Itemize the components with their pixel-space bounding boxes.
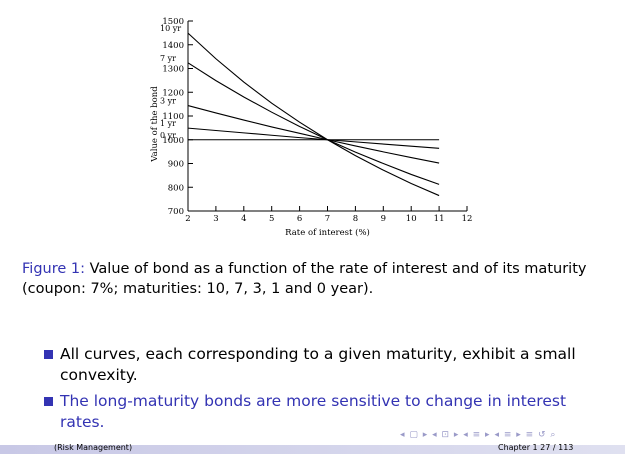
bullet-text: All curves, each corresponding to a give… bbox=[60, 345, 576, 384]
series-label: 10 yr bbox=[160, 24, 181, 33]
y-tick-label: 1000 bbox=[162, 136, 184, 146]
x-tick-label: 4 bbox=[241, 214, 246, 224]
x-axis-label: Rate of interest (%) bbox=[285, 227, 370, 238]
y-tick-label: 800 bbox=[168, 183, 184, 193]
x-tick-label: 10 bbox=[406, 214, 417, 224]
x-tick-label: 7 bbox=[325, 214, 330, 224]
y-tick-label: 1100 bbox=[162, 112, 184, 122]
x-tick-label: 5 bbox=[269, 214, 274, 224]
series-label: 3 yr bbox=[160, 97, 176, 106]
bond-value-chart: 700 800 900 1000 1100 1200 1300 1400 1500 2 3 4 5 6 7 8… bbox=[150, 17, 473, 238]
x-tick-label: 11 bbox=[434, 214, 445, 224]
y-tick-label: 1400 bbox=[162, 41, 184, 51]
series-line bbox=[187, 105, 440, 164]
series-line bbox=[187, 32, 440, 197]
footer-bar: (Risk Management) Chapter 1 27 / 113 bbox=[0, 443, 625, 454]
series-line bbox=[187, 127, 440, 149]
x-tick-label: 6 bbox=[297, 214, 302, 224]
y-axis-label: Value of the bond bbox=[150, 86, 160, 163]
y-tick-label: 1300 bbox=[162, 65, 184, 75]
footer-title: (Risk Management) bbox=[54, 443, 133, 452]
series-label: 0 yr bbox=[160, 131, 176, 140]
series-label: 7 yr bbox=[160, 54, 176, 63]
x-tick-label: 12 bbox=[462, 214, 473, 224]
figure-caption-text: Value of bond as a function of the rate … bbox=[22, 261, 587, 297]
x-tick-label: 3 bbox=[213, 214, 218, 224]
bullet-item: All curves, each corresponding to a give… bbox=[44, 344, 584, 386]
y-tick-label: 1200 bbox=[162, 88, 184, 98]
y-tick-label: 1500 bbox=[162, 17, 184, 27]
bullet-item: The long-maturity bonds are more sensiti… bbox=[44, 391, 584, 433]
x-tick-label: 8 bbox=[353, 214, 358, 224]
y-tick-label: 900 bbox=[168, 160, 184, 170]
y-tick-label: 700 bbox=[168, 207, 184, 217]
figure-caption: Figure 1: Value of bond as a function of… bbox=[22, 259, 612, 299]
figure-label: Figure 1: bbox=[22, 261, 85, 277]
bullet-list: All curves, each corresponding to a give… bbox=[44, 344, 584, 438]
series-line bbox=[187, 62, 440, 185]
series-label: 1 yr bbox=[160, 119, 176, 128]
bullet-square-icon bbox=[44, 350, 53, 359]
navigation-controls[interactable]: ◂ ▢ ▸ ◂ ⊡ ▸ ◂ ≡ ▸ ◂ ≡ ▸ ≡ ↺ ⌕ bbox=[400, 430, 557, 440]
x-tick-label: 9 bbox=[381, 214, 386, 224]
footer-page: Chapter 1 27 / 113 bbox=[498, 443, 574, 452]
bullet-square-icon bbox=[44, 397, 53, 406]
bullet-text: The long-maturity bonds are more sensiti… bbox=[60, 392, 567, 431]
x-tick-label: 2 bbox=[185, 214, 190, 224]
